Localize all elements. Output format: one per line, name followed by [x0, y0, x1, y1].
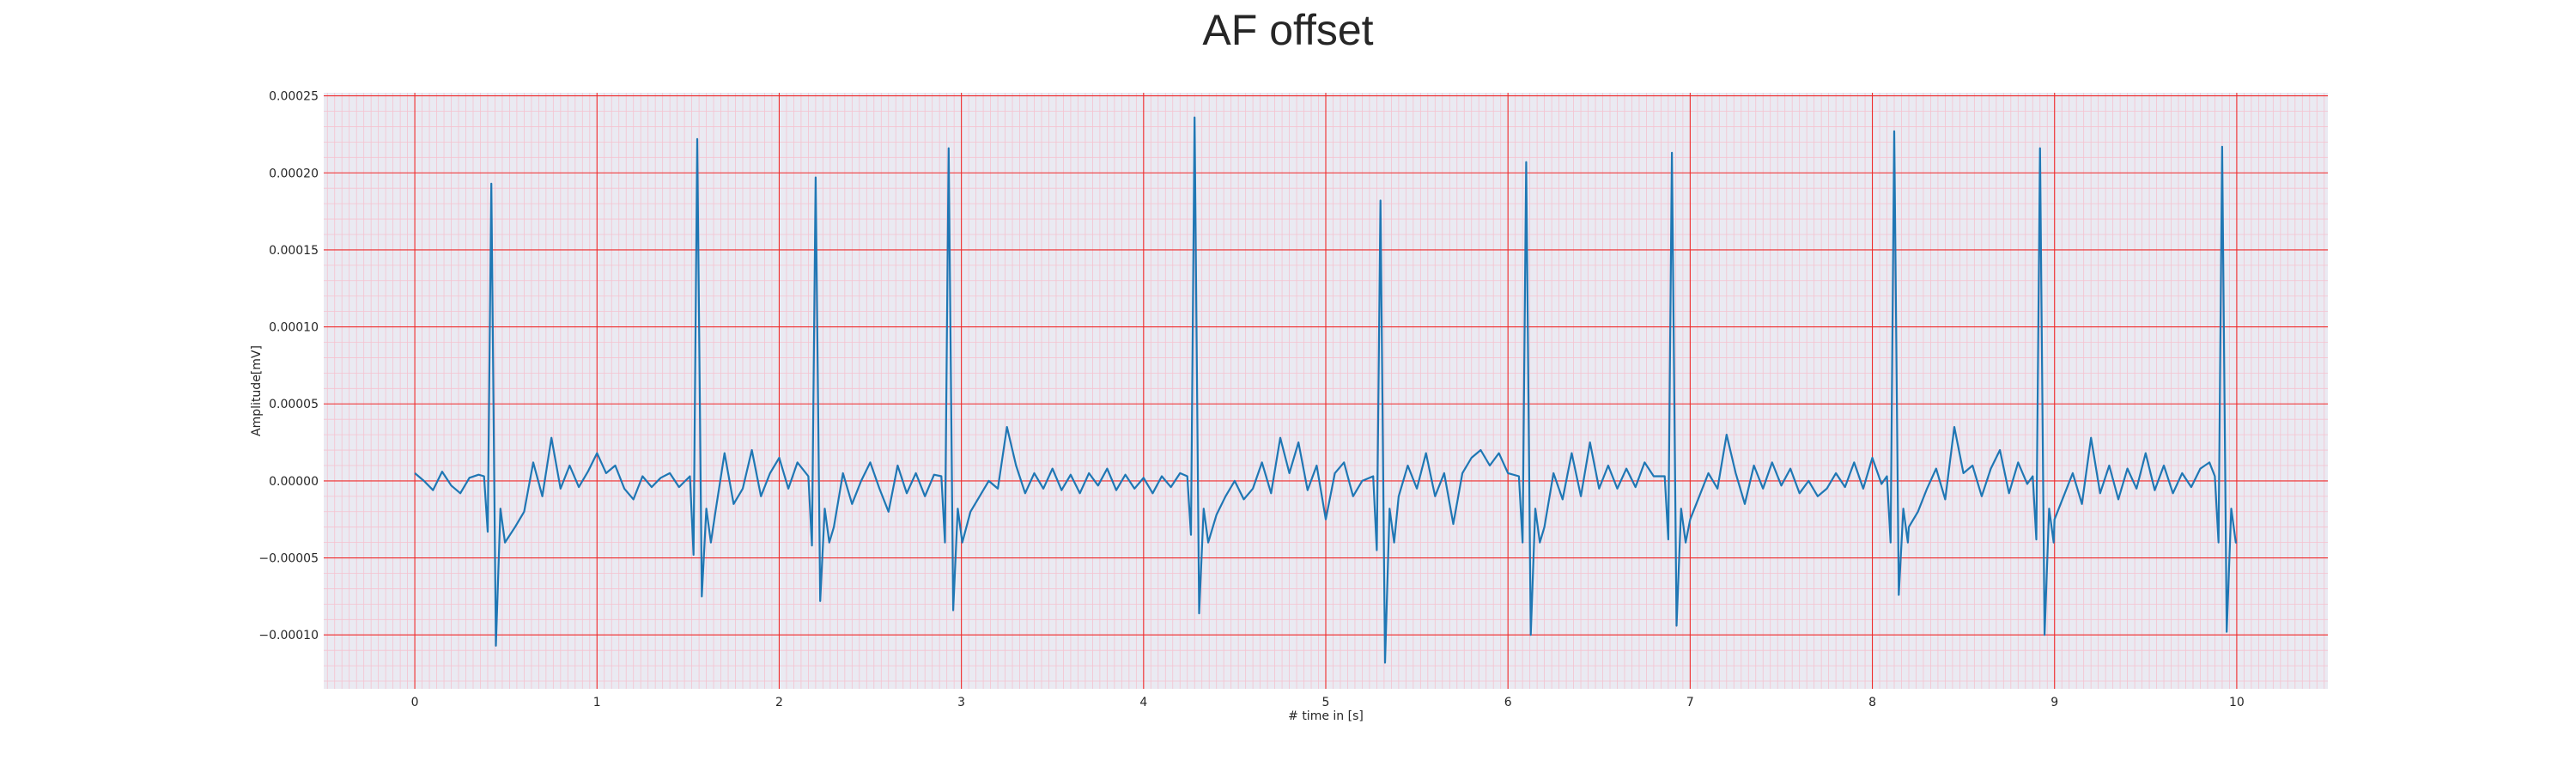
y-tick-label: 0.00000: [269, 475, 319, 489]
y-tick-labels: −0.00010 −0.00005 0.00000 0.00005 0.00010 0.0…: [258, 90, 319, 643]
x-tick-labels: 0 1 2 3 4 5 6 7 8 9 10: [411, 696, 2245, 709]
x-tick-label: 0: [411, 696, 419, 709]
x-axis-label: # time in [s]: [1288, 709, 1364, 723]
y-tick-label: −0.00005: [258, 552, 319, 566]
y-tick-label: 0.00025: [269, 90, 319, 104]
x-tick-label: 6: [1504, 696, 1512, 709]
x-tick-label: 7: [1686, 696, 1694, 709]
x-tick-label: 8: [1868, 696, 1876, 709]
x-tick-label: 3: [957, 696, 965, 709]
y-tick-label: 0.00015: [269, 244, 319, 258]
y-tick-label: 0.00020: [269, 167, 319, 180]
y-axis-label: Amplitude[mV]: [250, 345, 264, 436]
ecg-trace: [414, 116, 2237, 664]
x-tick-label: 9: [2050, 696, 2058, 709]
x-tick-label: 4: [1139, 696, 1147, 709]
x-tick-label: 1: [593, 696, 601, 709]
y-tick-label: 0.00010: [269, 321, 319, 335]
x-tick-label: 10: [2229, 696, 2245, 709]
chart-title: AF offset: [1202, 6, 1373, 54]
trace-layer: [414, 116, 2237, 664]
x-tick-label: 2: [775, 696, 783, 709]
x-tick-label: 5: [1322, 696, 1330, 709]
y-tick-label: −0.00010: [258, 629, 319, 642]
y-tick-label: 0.00005: [269, 398, 319, 411]
